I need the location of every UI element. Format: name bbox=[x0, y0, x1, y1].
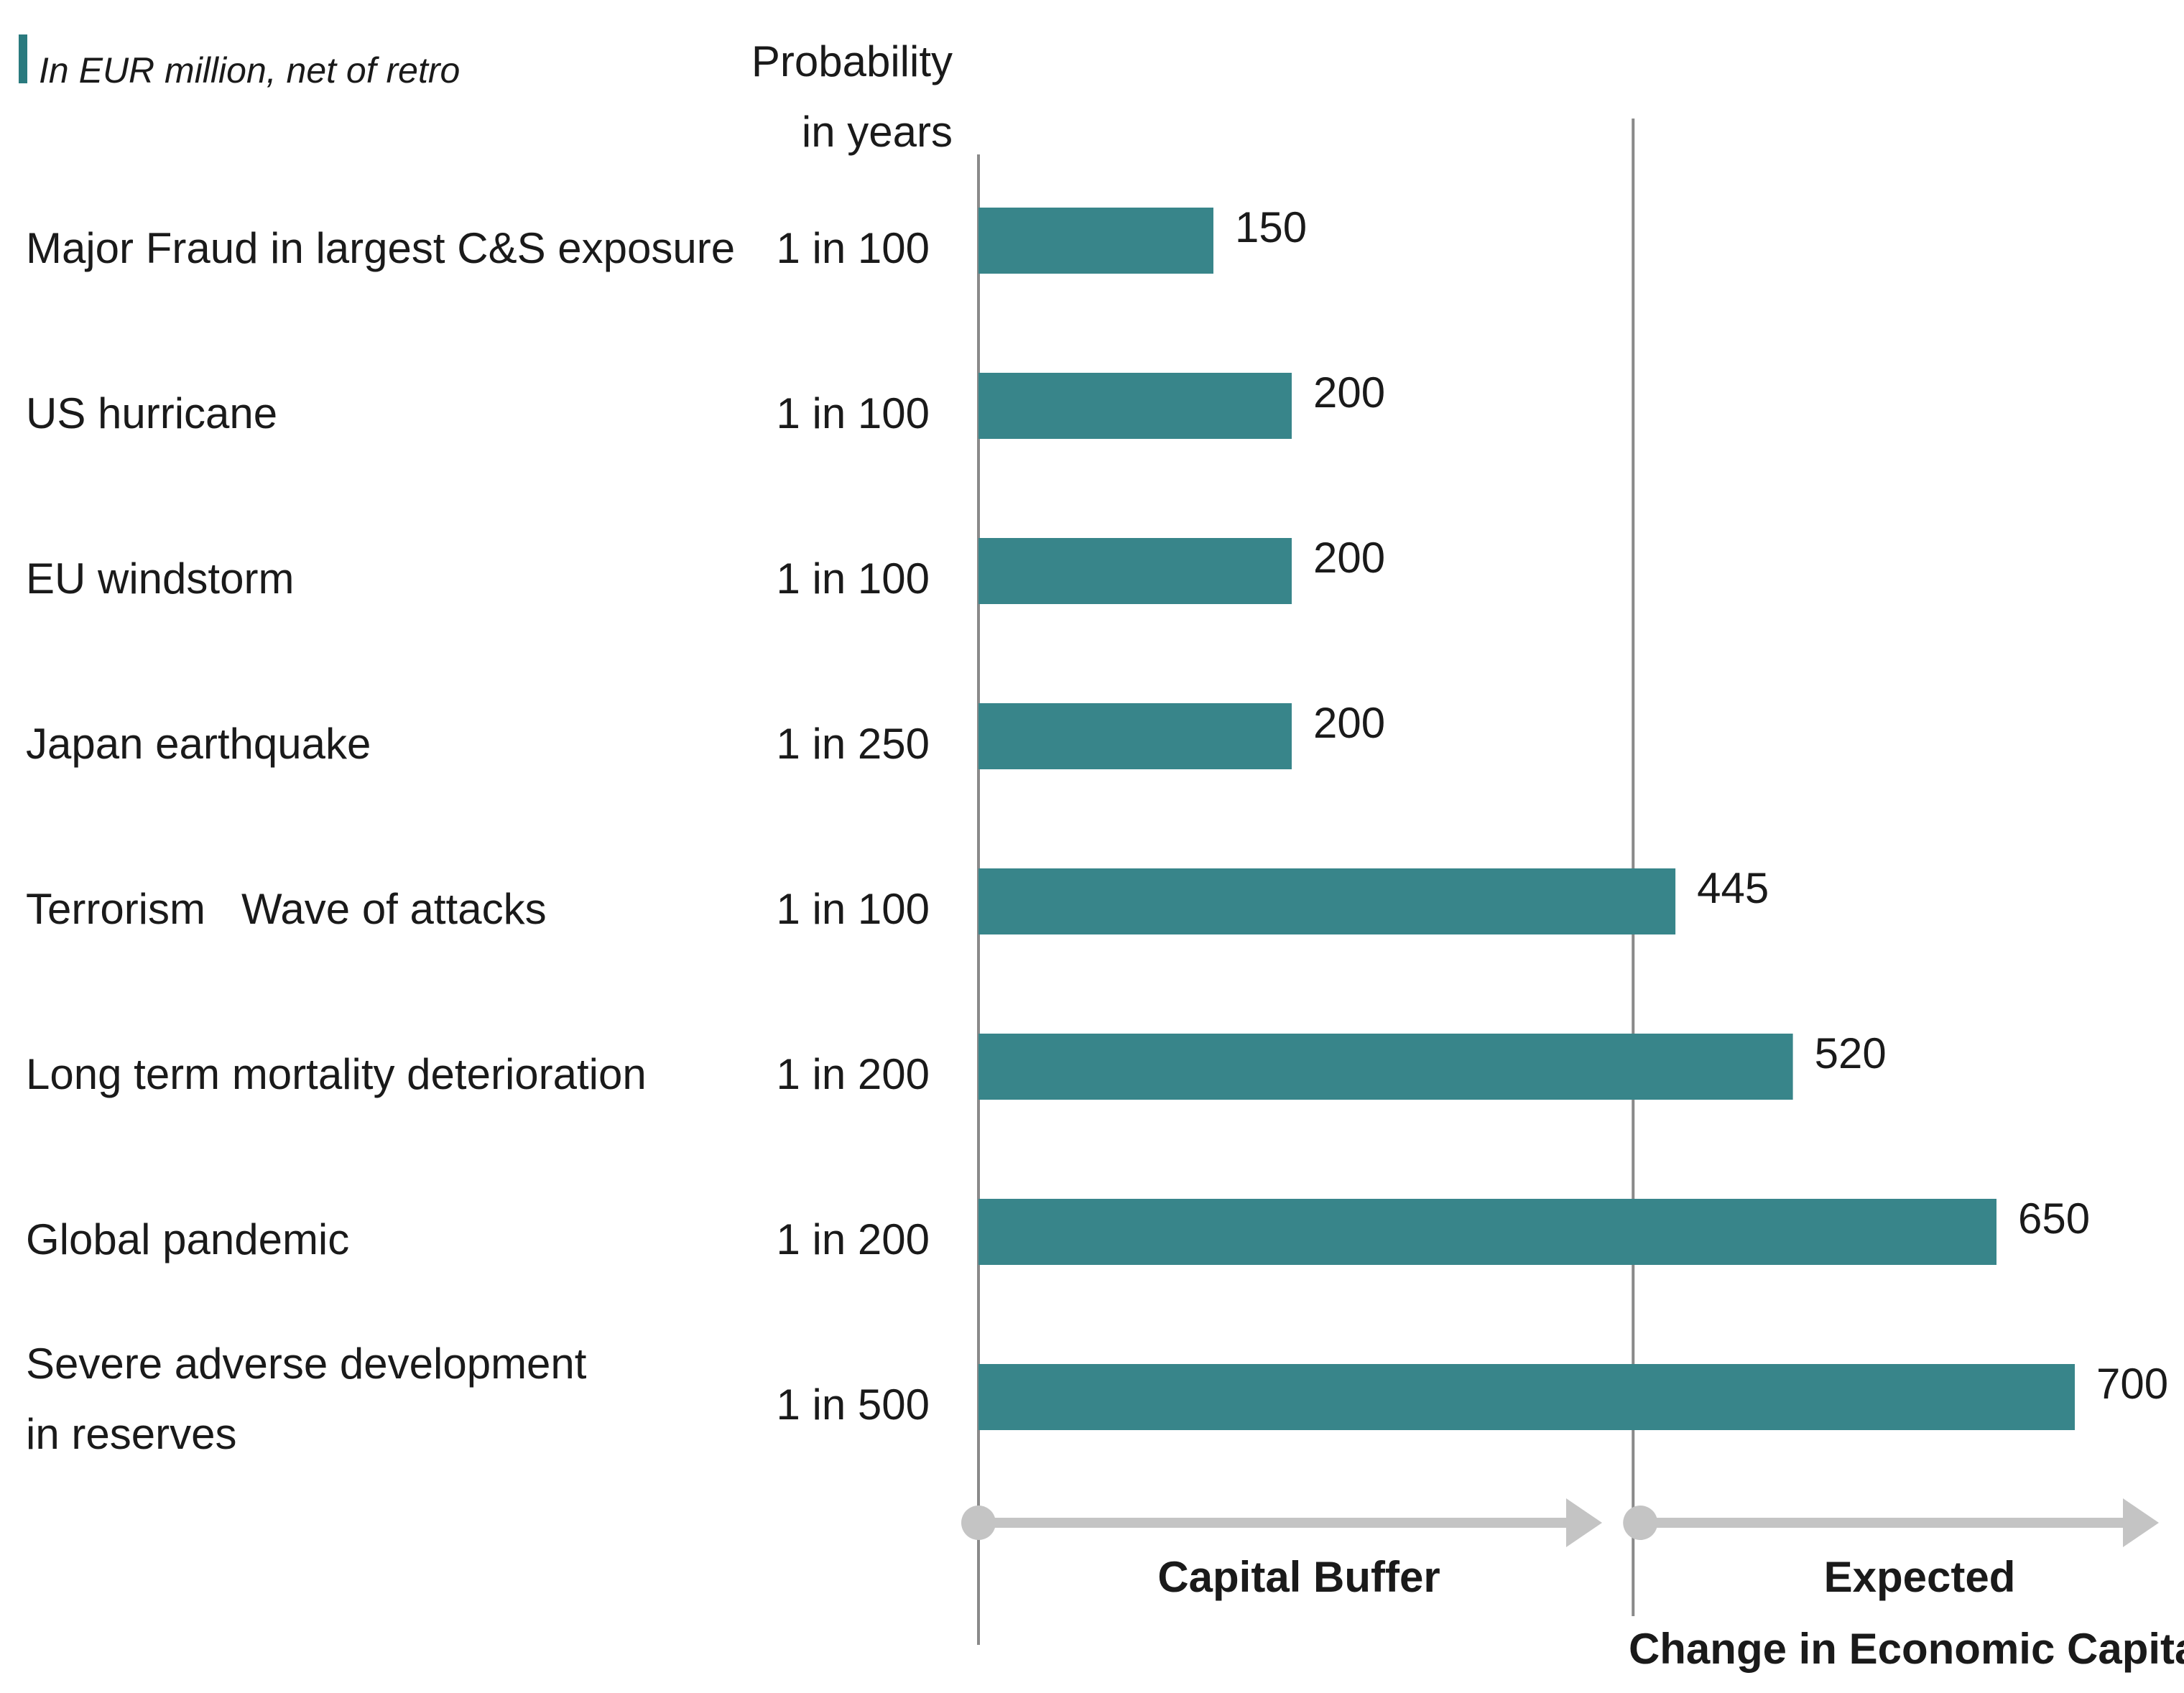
chart-bars bbox=[978, 208, 2075, 1430]
bar bbox=[978, 868, 1676, 934]
bar-value-label: 445 bbox=[1697, 864, 1769, 912]
zone-arrow-start-dot bbox=[961, 1506, 996, 1540]
bar bbox=[978, 703, 1292, 769]
category-label: Terrorism Wave of attacks bbox=[26, 885, 547, 933]
zone-arrow-head bbox=[2123, 1498, 2159, 1547]
category-label: EU windstorm bbox=[26, 555, 294, 603]
zone-label: Expected bbox=[1824, 1553, 2016, 1601]
zone-arrow-head bbox=[1566, 1498, 1602, 1547]
category-label: in reserves bbox=[26, 1410, 236, 1458]
zone-label: Capital Buffer bbox=[1157, 1553, 1440, 1601]
zone-label: Change in Economic Capital bbox=[1629, 1625, 2184, 1673]
probability-label: 1 in 100 bbox=[776, 224, 930, 272]
bar-value-label: 650 bbox=[2018, 1195, 2090, 1243]
bar-value-label: 200 bbox=[1313, 368, 1385, 417]
category-label: Major Fraud in largest C&S exposure bbox=[26, 224, 735, 272]
probability-label: 1 in 200 bbox=[776, 1215, 930, 1263]
bar bbox=[978, 1199, 1996, 1265]
bar-value-label: 200 bbox=[1313, 699, 1385, 747]
probability-label: 1 in 100 bbox=[776, 555, 930, 603]
chart-subtitle: In EUR million, net of retro bbox=[39, 50, 460, 91]
category-label: Global pandemic bbox=[26, 1215, 349, 1263]
bar-value-label: 150 bbox=[1235, 203, 1307, 251]
chart-labels: 150 1 in 100 Major Fraud in largest C&S ex… bbox=[26, 203, 2168, 1458]
category-label: Japan earthquake bbox=[26, 720, 371, 768]
bar bbox=[978, 538, 1292, 604]
category-label: US hurricane bbox=[26, 389, 277, 437]
probability-label: 1 in 500 bbox=[776, 1381, 930, 1429]
bar-value-label: 700 bbox=[2096, 1360, 2168, 1408]
bar-value-label: 520 bbox=[1815, 1029, 1887, 1077]
chart-header: In EUR million, net of retro Probability i… bbox=[19, 34, 953, 156]
probability-header-line: Probability bbox=[751, 37, 953, 85]
probability-label: 1 in 250 bbox=[776, 720, 930, 768]
chart-zones: Capital Buffer Expected Change in Economic… bbox=[961, 1498, 2184, 1673]
bar bbox=[978, 373, 1292, 439]
bar bbox=[978, 1364, 2075, 1430]
subtitle-accent-mark bbox=[19, 34, 27, 83]
probability-label: 1 in 100 bbox=[776, 885, 930, 933]
bar bbox=[978, 208, 1213, 274]
category-label: Severe adverse development bbox=[26, 1340, 587, 1388]
zone-arrow-start-dot bbox=[1623, 1506, 1658, 1540]
category-label: Long term mortality deterioration bbox=[26, 1050, 647, 1098]
probability-header-line: in years bbox=[802, 108, 953, 156]
bar-value-label: 200 bbox=[1313, 534, 1385, 582]
probability-label: 1 in 200 bbox=[776, 1050, 930, 1098]
bar bbox=[978, 1034, 1793, 1100]
probability-label: 1 in 100 bbox=[776, 389, 930, 437]
